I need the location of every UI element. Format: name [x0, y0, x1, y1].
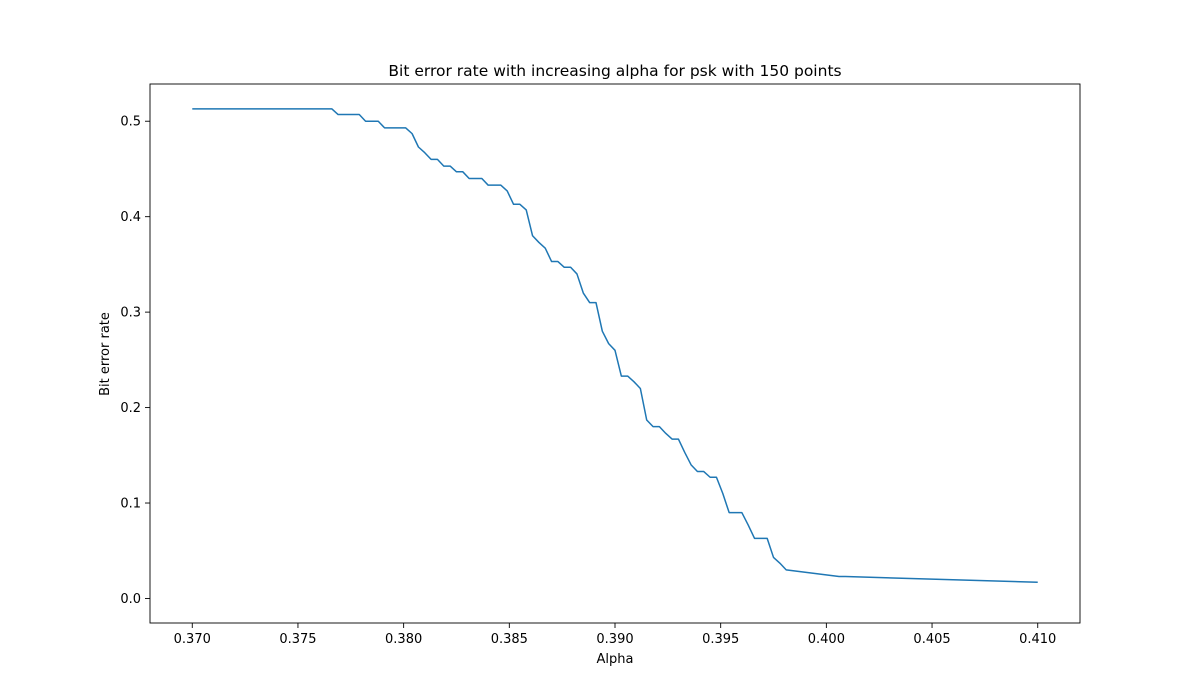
x-axis: 0.370 0.375 0.380 0.385 0.390 0.395 0.400 0.405… [174, 623, 1056, 647]
x-axis-title: Alpha [597, 652, 634, 667]
y-tick-label: 0.5 [120, 115, 141, 130]
y-tick-label: 0.4 [120, 210, 141, 225]
x-tick-label: 0.405 [913, 632, 950, 647]
plot-background [150, 84, 1080, 623]
y-axis-title: Bit error rate [98, 312, 113, 396]
x-tick-label: 0.375 [279, 632, 316, 647]
y-tick-label: 0.1 [120, 497, 141, 512]
chart-title: Bit error rate with increasing alpha for… [388, 62, 841, 80]
x-tick-label: 0.410 [1019, 632, 1056, 647]
y-tick-label: 0.3 [120, 306, 141, 321]
x-tick-label: 0.395 [702, 632, 739, 647]
x-tick-label: 0.400 [808, 632, 845, 647]
y-tick-label: 0.0 [120, 592, 141, 607]
y-tick-label: 0.2 [120, 401, 141, 416]
y-axis: 0.0 0.1 0.2 0.3 0.4 0.5 [120, 115, 150, 607]
x-tick-label: 0.380 [385, 632, 422, 647]
ber-series-line [192, 108, 1038, 583]
x-tick-label: 0.390 [596, 632, 633, 647]
plot-area [149, 83, 1081, 624]
x-tick-label: 0.385 [491, 632, 528, 647]
x-tick-label: 0.370 [174, 632, 211, 647]
